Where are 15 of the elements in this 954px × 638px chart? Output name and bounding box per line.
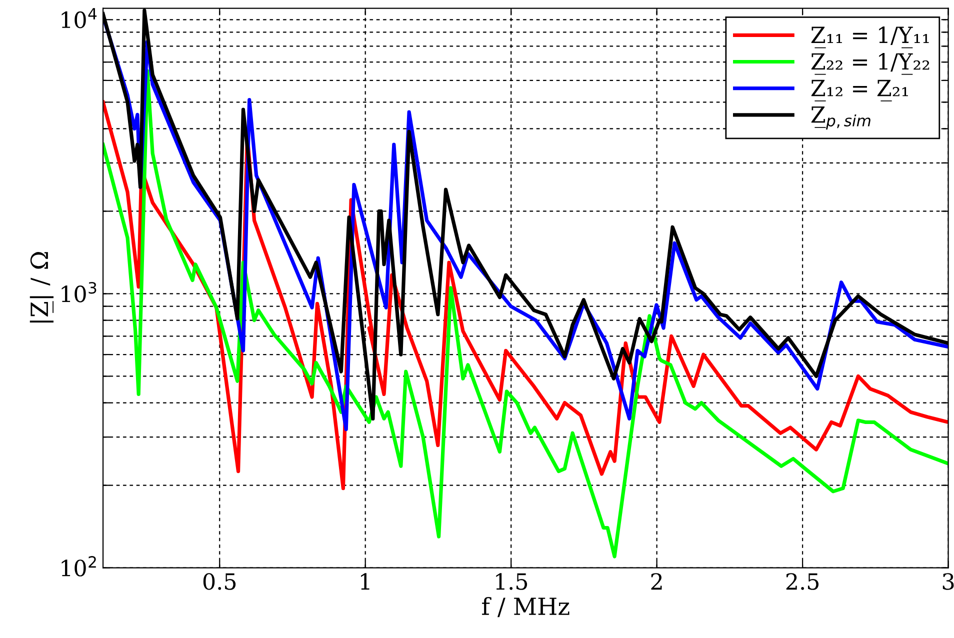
legend-label: Z̲₁₂ = Z̲₂₁	[811, 80, 908, 102]
legend-label: Z̲₂₂ = 1/Y̲₂₂	[811, 53, 930, 75]
legend-label: Z̲$_{p,sim}$	[811, 106, 870, 130]
x-axis-title: f / MHz	[482, 596, 570, 618]
legend-label: Z̲₁₁ = 1/Y̲₁₁	[811, 26, 929, 48]
y-tick-label: 10$^{3}$	[62, 282, 96, 302]
x-tick-label: 1.5	[496, 573, 528, 590]
y-tick-label: 10$^{2}$	[62, 556, 96, 576]
y-tick-label: 10$^{4}$	[62, 8, 97, 28]
x-tick-label: 2	[651, 573, 662, 590]
x-tick-label: 1	[360, 573, 370, 590]
x-tick-label: 3	[942, 573, 954, 590]
x-tick-label: 2.5	[786, 573, 818, 590]
y-axis-title: |Z̲| / Ω	[30, 252, 54, 322]
x-tick-label: 0.5	[203, 573, 236, 590]
